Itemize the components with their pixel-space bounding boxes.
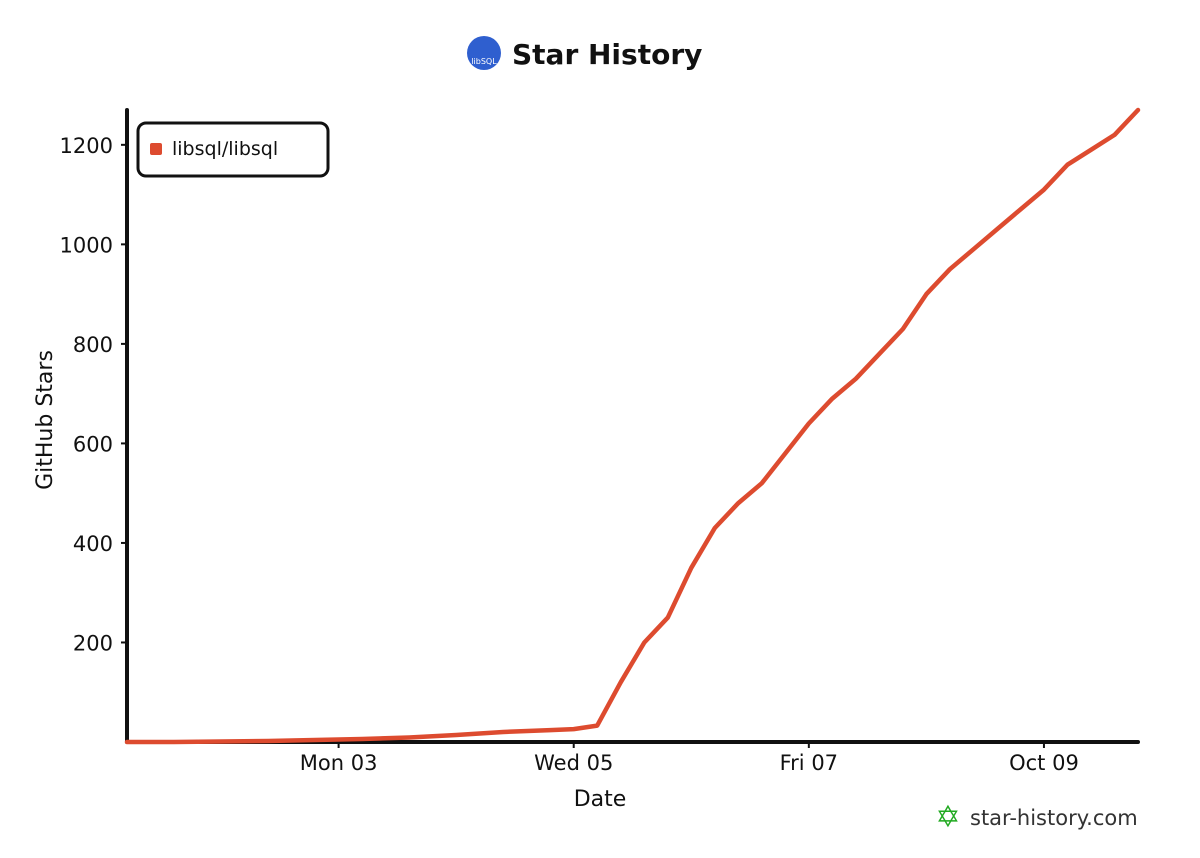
y-tick-label: 200 [73, 631, 113, 655]
series-line-0 [124, 107, 1141, 745]
y-axis-label: GitHub Stars [33, 350, 58, 490]
axes-group [125, 108, 1140, 744]
series-group [124, 107, 1141, 745]
x-tick-label: Fri 07 [780, 751, 838, 775]
x-ticks-group: Mon 03 Wed 05 Fri 07 Oct 09 [300, 742, 1079, 775]
y-tick-label: 1200 [60, 134, 113, 158]
x-tick-label: Oct 09 [1009, 751, 1079, 775]
y-tick-label: 400 [73, 532, 113, 556]
legend-box [136, 121, 330, 178]
watermark: ✡ star-history.com [935, 800, 1137, 835]
y-tick-label: 1000 [60, 233, 113, 257]
x-tick-label: Wed 05 [534, 751, 613, 775]
chart-title-group: libSQL Star History [467, 36, 702, 71]
y-tick-label: 600 [73, 432, 113, 456]
legend-swatch [150, 143, 162, 155]
y-ticks-group: 200 400 600 800 1000 1200 [60, 134, 127, 655]
chart-title: Star History [512, 38, 702, 71]
y-tick-label: 800 [73, 333, 113, 357]
x-tick-label: Mon 03 [300, 751, 378, 775]
star-icon: ✡ [935, 800, 960, 835]
libsql-logo-icon [467, 36, 501, 70]
libsql-logo-text: libSQL [471, 57, 497, 66]
x-axis-label: Date [574, 787, 627, 812]
watermark-text: star-history.com [970, 806, 1138, 830]
legend: libsql/libsql [136, 121, 330, 178]
legend-label: libsql/libsql [172, 138, 278, 160]
